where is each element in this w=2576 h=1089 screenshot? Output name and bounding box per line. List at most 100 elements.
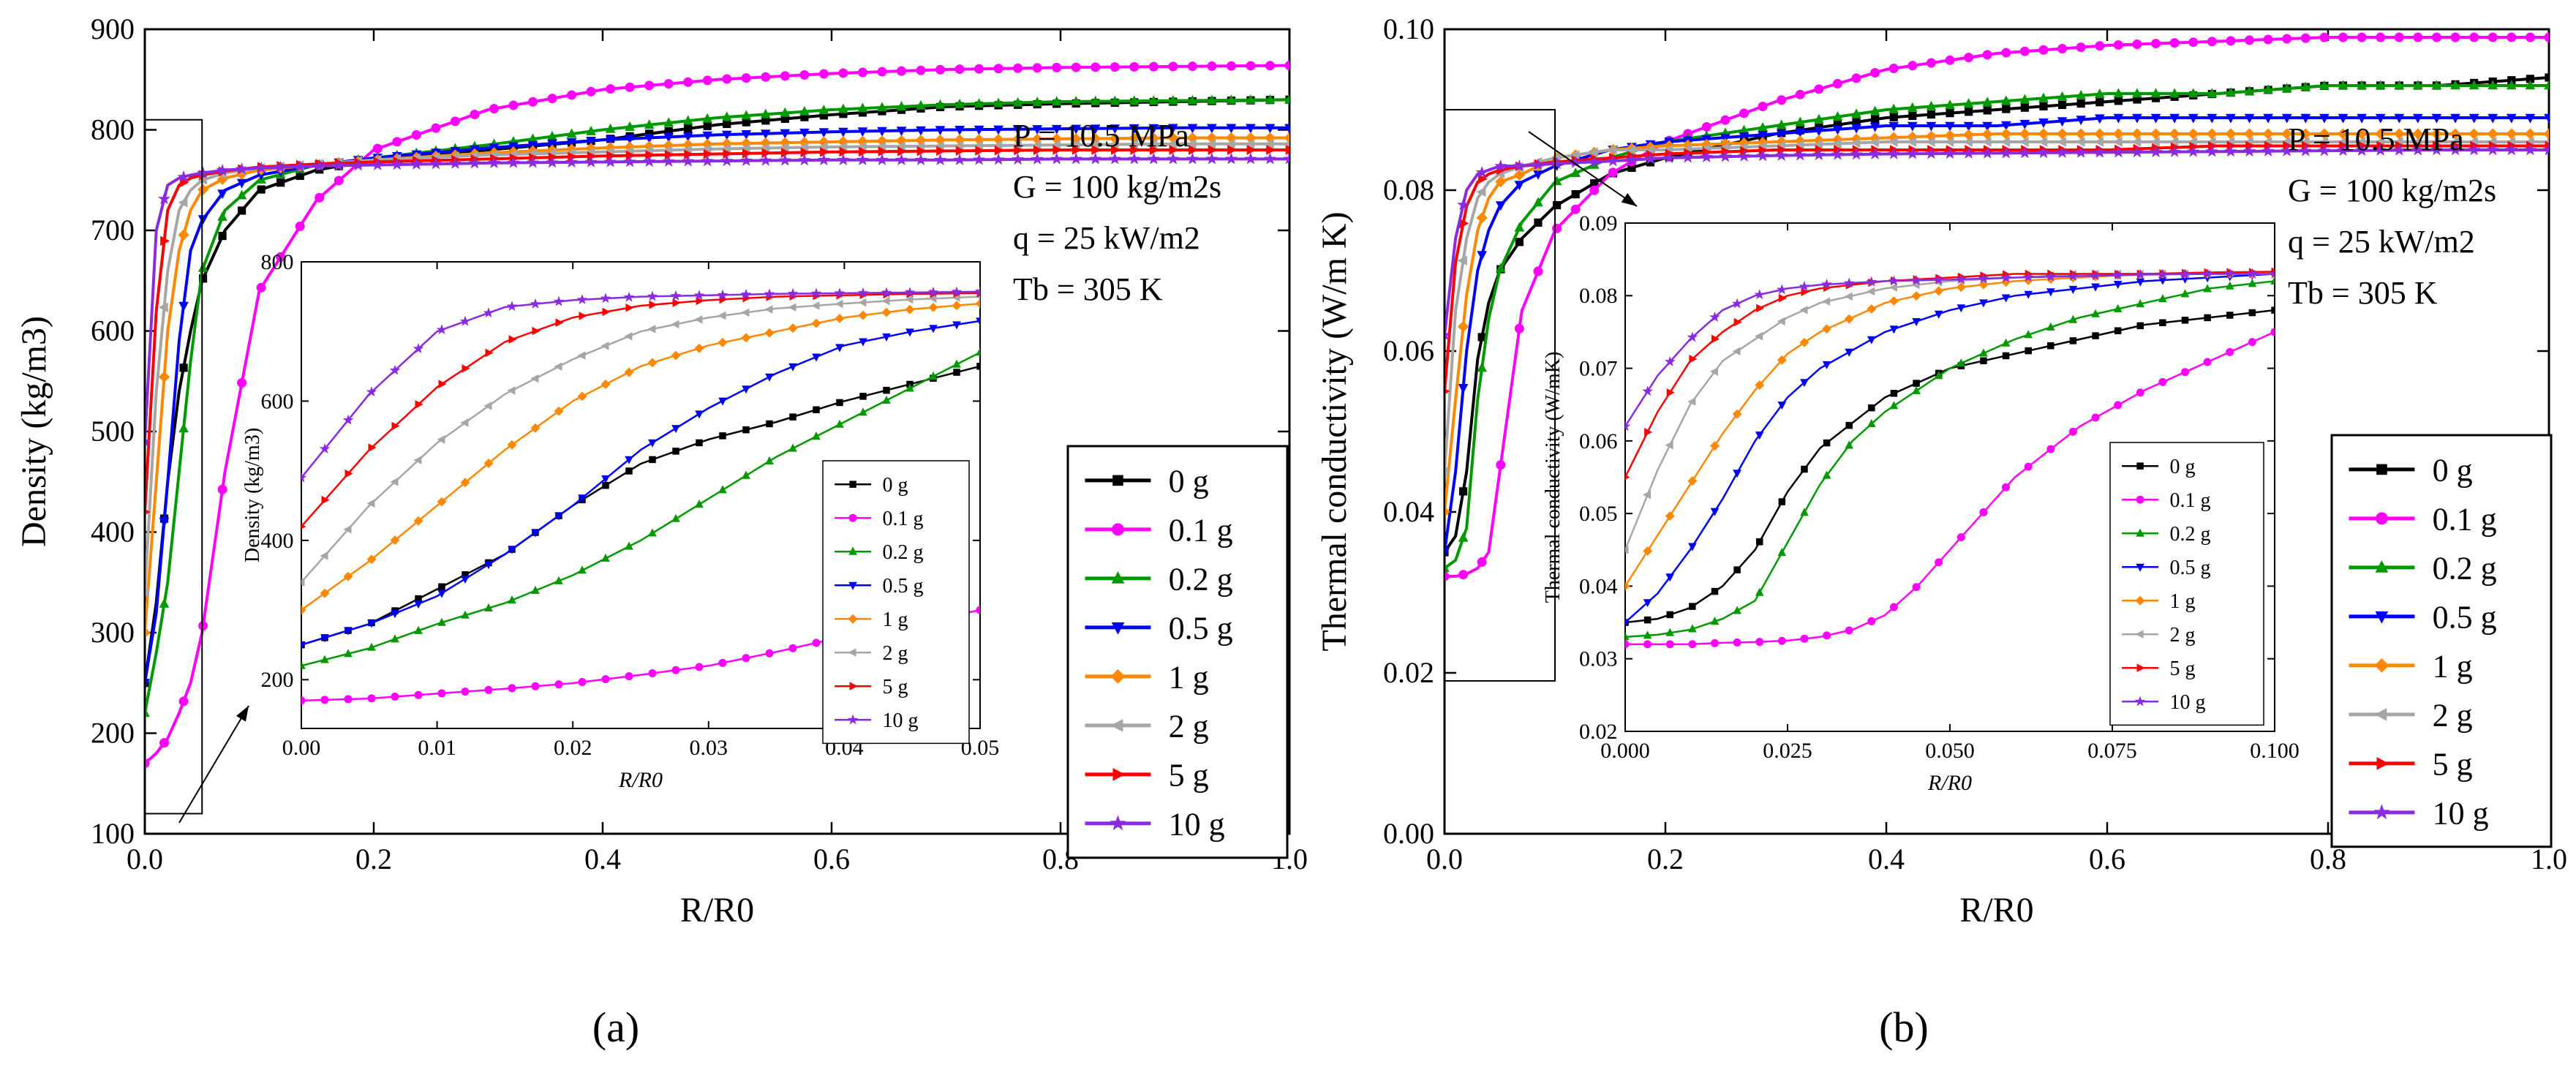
a-main-series-0-1-g-point bbox=[799, 69, 810, 80]
a-inset-series-0-5-g-point bbox=[531, 529, 540, 538]
b-main-series-0-5-g-point bbox=[2226, 113, 2236, 124]
a-inset-series-0-5-g-point bbox=[461, 575, 470, 584]
a-main-series-10-g-point bbox=[798, 154, 811, 166]
b-main-series-0-g-point bbox=[2114, 97, 2123, 105]
b-main-series-0-2-g-point bbox=[1477, 362, 1488, 372]
b-main-series-0-2-g-point bbox=[2525, 80, 2536, 90]
a-main-series-0-5-g-point bbox=[1129, 124, 1140, 134]
b-inset-series-10-g-point bbox=[2246, 268, 2258, 279]
a-inset-series-1-g-point bbox=[905, 304, 915, 314]
a-inset-series-10-g-point bbox=[553, 295, 565, 306]
a-inset-series-2-g-point bbox=[858, 298, 867, 307]
b-main-series-0-5-g-point bbox=[2207, 113, 2218, 124]
a-main-series-0-1-g-point bbox=[683, 77, 693, 87]
b-main-series-0-1-g-point bbox=[2300, 33, 2311, 43]
a-main-legend-label: 0 g bbox=[1169, 463, 1209, 499]
a-inset-series-10-g-point bbox=[857, 287, 869, 298]
a-main-series-10-g-point bbox=[662, 154, 675, 167]
a-main-series-2-g-point bbox=[1186, 138, 1197, 149]
b-main-series-0-2-g-point bbox=[2468, 80, 2479, 90]
b-inset-series-0-g-point bbox=[1733, 566, 1741, 573]
a-inset-series-2-g-point bbox=[718, 311, 726, 320]
b-inset-series-0-5-g-point bbox=[1867, 336, 1876, 344]
b-main-series-1-g-point bbox=[2281, 128, 2293, 140]
a-main-series-10-g-point bbox=[895, 153, 908, 166]
b-inset-series-0-g-point bbox=[2092, 332, 2099, 339]
a-main-series-2-g-point bbox=[145, 587, 149, 598]
b-main-series-0-2-g-point bbox=[1814, 113, 1824, 124]
b-inset-series-2-g-point bbox=[1755, 331, 1763, 341]
b-inset-series-0-1-g-point bbox=[1710, 638, 1719, 647]
b-inset-series-0-5-g-point bbox=[1710, 508, 1720, 516]
a-main-series-5-g-point bbox=[761, 148, 772, 159]
a-inset-series-0-2-g-point bbox=[952, 359, 961, 368]
a-inset-series-1-g-point bbox=[600, 379, 611, 389]
b-main-series-0-1-g-point bbox=[2019, 46, 2030, 56]
a-main-series-0-1-g-point bbox=[178, 696, 189, 706]
a-main-series-0-2-g-point bbox=[954, 98, 965, 108]
b-zoom-region-box bbox=[1444, 109, 1556, 682]
b-inset-series-0-1-g-point bbox=[1889, 603, 1898, 611]
a-inset-series-0-g-point bbox=[883, 386, 890, 394]
b-main-series-1-g-point bbox=[2000, 128, 2012, 140]
a-panel-label: (a) bbox=[592, 1003, 639, 1051]
b-main-y-tick-label: 0.10 bbox=[1383, 12, 1434, 45]
a-main-y-tick-label: 800 bbox=[91, 113, 135, 146]
b-main-x-tick-label: 0.0 bbox=[1426, 843, 1463, 875]
b-inset-series-0-2-g-point bbox=[1733, 606, 1741, 614]
a-condition-1: G = 100 kg/m2s bbox=[1013, 169, 1221, 205]
b-inset-series-0-2-g-point bbox=[2136, 299, 2145, 308]
a-inset-y-tick-label: 200 bbox=[261, 668, 294, 692]
a-main-series-0-2-g-point bbox=[1265, 94, 1276, 104]
b-inset-series-10-g-point bbox=[2000, 272, 2012, 283]
b-main-series-10-g-point bbox=[1962, 146, 1976, 159]
b-main-legend-label: 5 g bbox=[2433, 746, 2473, 782]
a-y-axis-label: Density (kg/m3) bbox=[15, 316, 53, 547]
a-inset-x-tick-label: 0.03 bbox=[690, 736, 728, 760]
a-main-series-10-g-point bbox=[584, 155, 598, 167]
a-inset-series-0-2-g-point bbox=[344, 649, 353, 657]
a-inset-series-0-1-g-point bbox=[765, 649, 774, 657]
b-main-series-0-2-g-point bbox=[2263, 84, 2273, 94]
a-inset-series-0-1-g-point bbox=[671, 666, 680, 674]
a-main-legend-label: 5 g bbox=[1169, 757, 1209, 793]
b-inset-series-1-g-point bbox=[1643, 546, 1653, 556]
b-inset-x-tick-label: 0.100 bbox=[2250, 739, 2300, 763]
b-inset-series-1-g-point bbox=[1934, 286, 1944, 296]
a-main-series-10-g-point bbox=[992, 153, 1005, 165]
b-inset-series-5-g-point bbox=[1644, 428, 1653, 437]
b-main-x-tick-label: 0.4 bbox=[1868, 843, 1905, 875]
b-main-series-0-2-g-point bbox=[2357, 80, 2367, 90]
a-main-series-0-5-g-point bbox=[644, 134, 655, 144]
b-main-series-0-g-point bbox=[2076, 99, 2085, 108]
b-main-series-10-g-point bbox=[1662, 151, 1676, 164]
b-main-series-0-2-g-point bbox=[1851, 108, 1861, 118]
a-main-legend-label: 0.2 g bbox=[1169, 561, 1233, 597]
b-main-series-10-g-point bbox=[1457, 198, 1470, 211]
b-main-series-2-g-point bbox=[1869, 137, 1879, 148]
a-inset-series-10-g-point bbox=[670, 290, 682, 301]
a-main-series-5-g-point bbox=[160, 235, 170, 246]
a-main-series-0-1-g-point bbox=[237, 377, 247, 388]
b-main-series-10-g-point bbox=[1756, 149, 1769, 162]
b-condition-0: P = 10.5 MPa bbox=[2288, 121, 2464, 157]
a-inset-series-10-g-point bbox=[974, 286, 980, 297]
a-main-series-group bbox=[145, 61, 1289, 769]
b-y-axis-label: Thermal conductivity (W/m K) bbox=[1315, 211, 1354, 651]
a-main-series-0-2-g-point bbox=[1110, 95, 1121, 105]
a-main-legend-label: 0.1 g bbox=[1169, 512, 1233, 548]
b-main-series-0-2-g-point bbox=[2431, 80, 2442, 90]
b-inset-series-5-g-point bbox=[1625, 475, 1630, 480]
a-condition-0: P = 10.5 MPa bbox=[1013, 118, 1189, 154]
a-main-series-0-5-g-point bbox=[896, 127, 907, 137]
b-main-legend-marker bbox=[2375, 611, 2389, 624]
a-main-series-0-2-g-point bbox=[236, 189, 247, 200]
b-inset-series-0-g-point bbox=[1845, 421, 1853, 429]
a-main-series-2-g-point bbox=[178, 197, 188, 208]
a-condition-2: q = 25 kW/m2 bbox=[1013, 220, 1200, 256]
b-main-series-2-g-point bbox=[1457, 255, 1467, 266]
b-main-series-0-2-g-point bbox=[1832, 111, 1843, 121]
a-inset-series-2-g-point bbox=[437, 435, 445, 444]
b-inset-series-10-g-point bbox=[2112, 269, 2124, 280]
b-main-series-0-2-g-point bbox=[1570, 167, 1581, 177]
